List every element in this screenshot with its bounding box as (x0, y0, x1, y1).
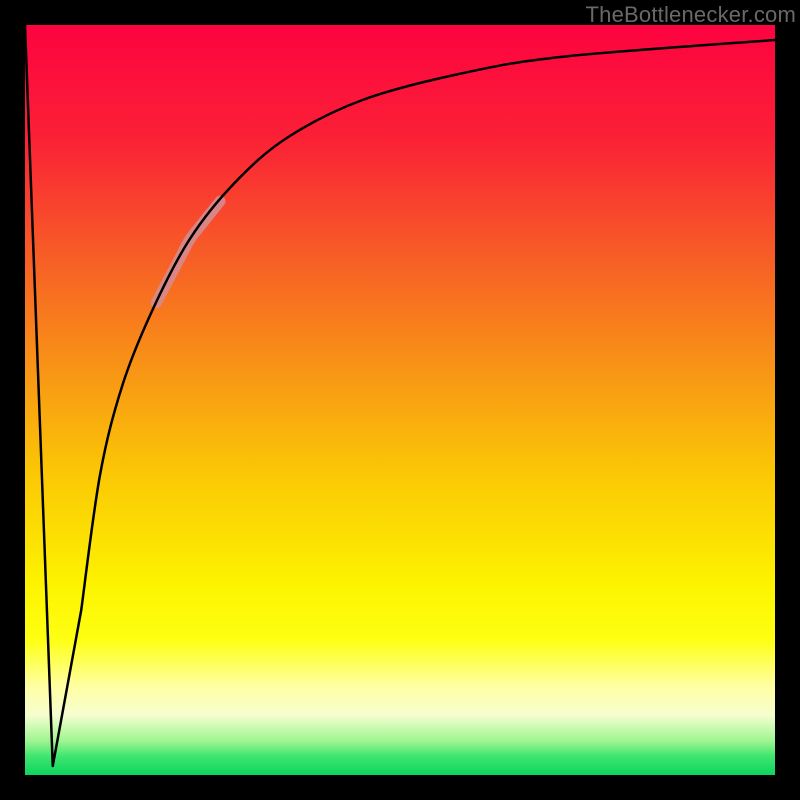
plot-frame (0, 0, 800, 800)
